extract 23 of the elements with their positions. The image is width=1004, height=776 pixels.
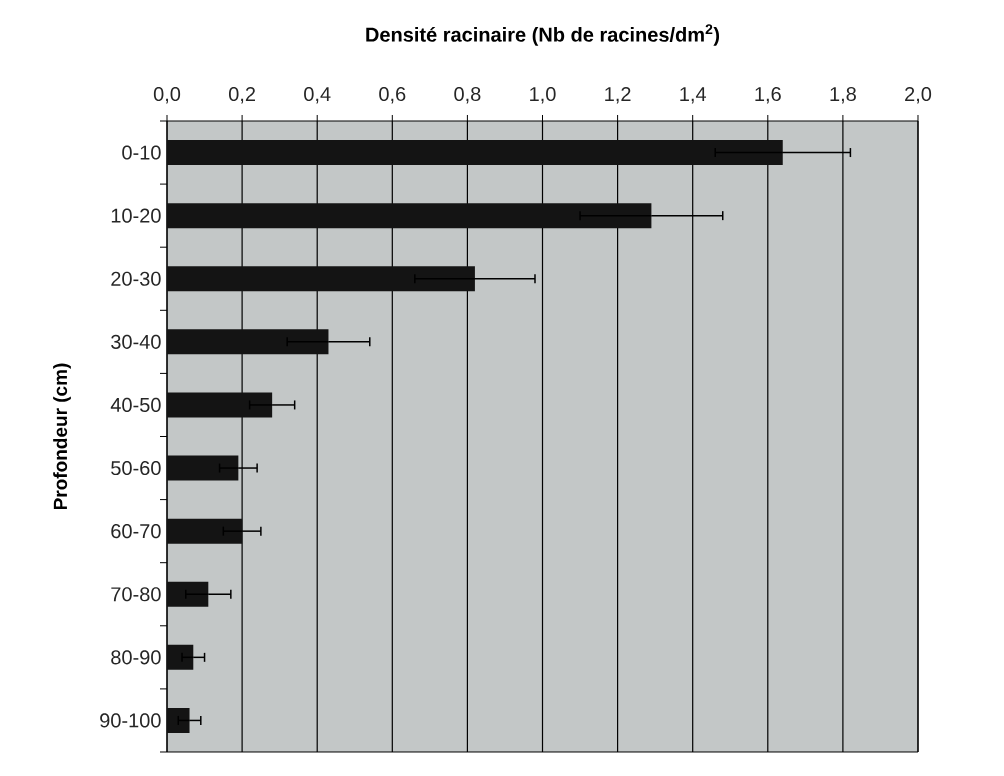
x-tick-label: 2,0 bbox=[905, 86, 932, 104]
y-tick-label: 90-100 bbox=[100, 713, 161, 728]
x-tick-label: 0,8 bbox=[454, 86, 481, 104]
x-tick-label: 1,4 bbox=[680, 87, 707, 104]
x-axis-title: Densité racinaire (Nb de racines/dm$^{2}$) bbox=[366, 24, 720, 46]
y-tick-label: 70-80 bbox=[111, 587, 161, 602]
y-tick-label: 50-60 bbox=[111, 460, 161, 476]
y-tick-label: 40-50 bbox=[110, 397, 161, 413]
x-tick-label: 0,0 bbox=[153, 86, 181, 104]
y-tick-label: 0-10 bbox=[122, 145, 161, 160]
x-tick-label: 1,2 bbox=[605, 86, 631, 104]
y-tick-label: 60-70 bbox=[111, 524, 161, 539]
y-tick-label: 20-30 bbox=[111, 271, 161, 286]
y-axis-title: Profondeur (cm) bbox=[53, 363, 71, 510]
y-tick-label: 80-90 bbox=[111, 650, 161, 665]
x-tick-label: 1,6 bbox=[755, 86, 781, 104]
x-tick-label: 1,8 bbox=[830, 86, 856, 104]
x-tick-label: 0,6 bbox=[379, 86, 406, 104]
x-tick-label: 0,4 bbox=[304, 86, 331, 104]
x-tick-label: 1,0 bbox=[530, 86, 556, 104]
y-tick-label: 10-20 bbox=[111, 208, 161, 223]
y-tick-label: 30-40 bbox=[111, 334, 161, 349]
x-tick-label: 0,2 bbox=[228, 86, 255, 104]
